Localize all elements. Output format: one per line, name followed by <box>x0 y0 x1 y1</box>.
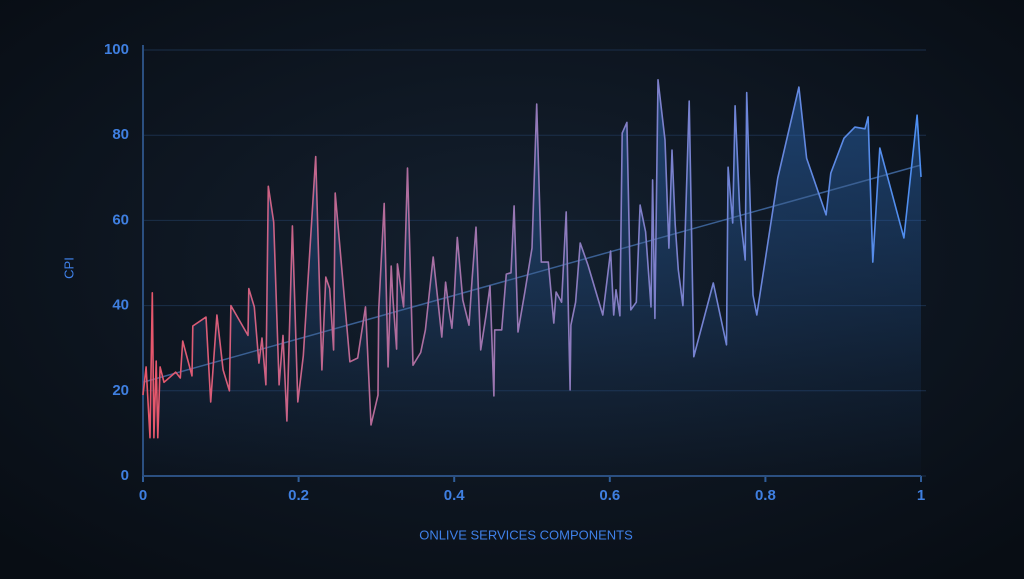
x-tick-label: 0.2 <box>288 487 309 504</box>
data-line <box>142 79 922 439</box>
y-tick-label: 60 <box>112 211 129 228</box>
area-fill <box>143 79 921 477</box>
x-tick-label: 0.4 <box>444 487 466 504</box>
y-tick-label: 0 <box>121 467 129 484</box>
x-tick-label: 0 <box>139 487 147 504</box>
y-tick-label: 20 <box>112 382 129 399</box>
x-axis-label: ONLIVE SERVICES COMPONENTS <box>419 527 633 542</box>
trend-line <box>142 164 922 384</box>
y-tick-label: 80 <box>112 126 129 143</box>
x-tick-label: 0.8 <box>755 487 776 504</box>
y-tick-label: 100 <box>104 41 129 58</box>
y-tick-label: 40 <box>112 297 129 314</box>
x-tick-label: 1 <box>917 487 925 504</box>
x-tick-label: 0.6 <box>599 487 620 504</box>
y-axis-label: CPI <box>61 257 76 279</box>
